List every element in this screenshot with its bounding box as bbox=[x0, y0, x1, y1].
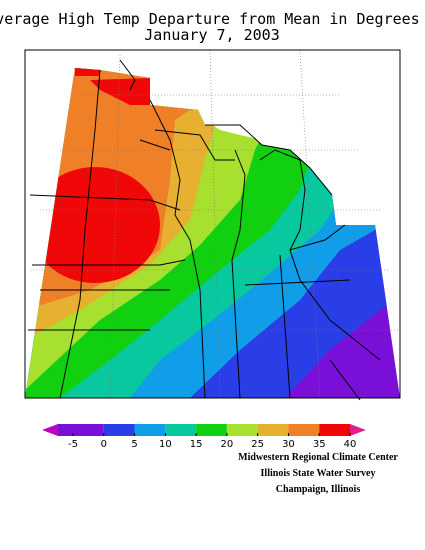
tick-label: 25 bbox=[251, 439, 264, 450]
colorbar: -5 0 5 10 15 20 25 30 35 40 bbox=[42, 424, 366, 450]
colorbar-segment bbox=[58, 424, 73, 436]
colorbar-segment bbox=[257, 424, 289, 436]
colorbar-segment bbox=[226, 424, 258, 436]
colorbar-segment bbox=[165, 424, 197, 436]
subtitle: January 7, 2003 bbox=[144, 26, 279, 44]
credit: Champaign, Illinois bbox=[276, 484, 361, 495]
tick-label: 35 bbox=[313, 439, 326, 450]
colorbar-segment bbox=[288, 424, 320, 436]
boundaries bbox=[24, 49, 401, 401]
tick-label: -5 bbox=[68, 439, 78, 450]
colorbar-segment bbox=[103, 424, 135, 436]
tick-label: 15 bbox=[190, 439, 203, 450]
colorbar-low-arrow bbox=[42, 424, 58, 436]
colorbar-segment bbox=[196, 424, 227, 436]
tick-label: 30 bbox=[282, 439, 295, 450]
tick-label: 0 bbox=[101, 439, 107, 450]
colorbar-segment bbox=[73, 424, 104, 436]
colorbar-high-arrow bbox=[350, 424, 366, 436]
map bbox=[24, 49, 401, 401]
colorbar-segment bbox=[134, 424, 166, 436]
tick-label: 10 bbox=[159, 439, 172, 450]
credit: Illinois State Water Survey bbox=[261, 468, 376, 479]
colorbar-segment bbox=[319, 424, 350, 436]
tick-label: 20 bbox=[221, 439, 234, 450]
tick-label: 5 bbox=[131, 439, 137, 450]
title: Average High Temp Departure from Mean in… bbox=[0, 10, 425, 28]
tick-label: 40 bbox=[344, 439, 357, 450]
credit: Midwestern Regional Climate Center bbox=[238, 452, 398, 463]
